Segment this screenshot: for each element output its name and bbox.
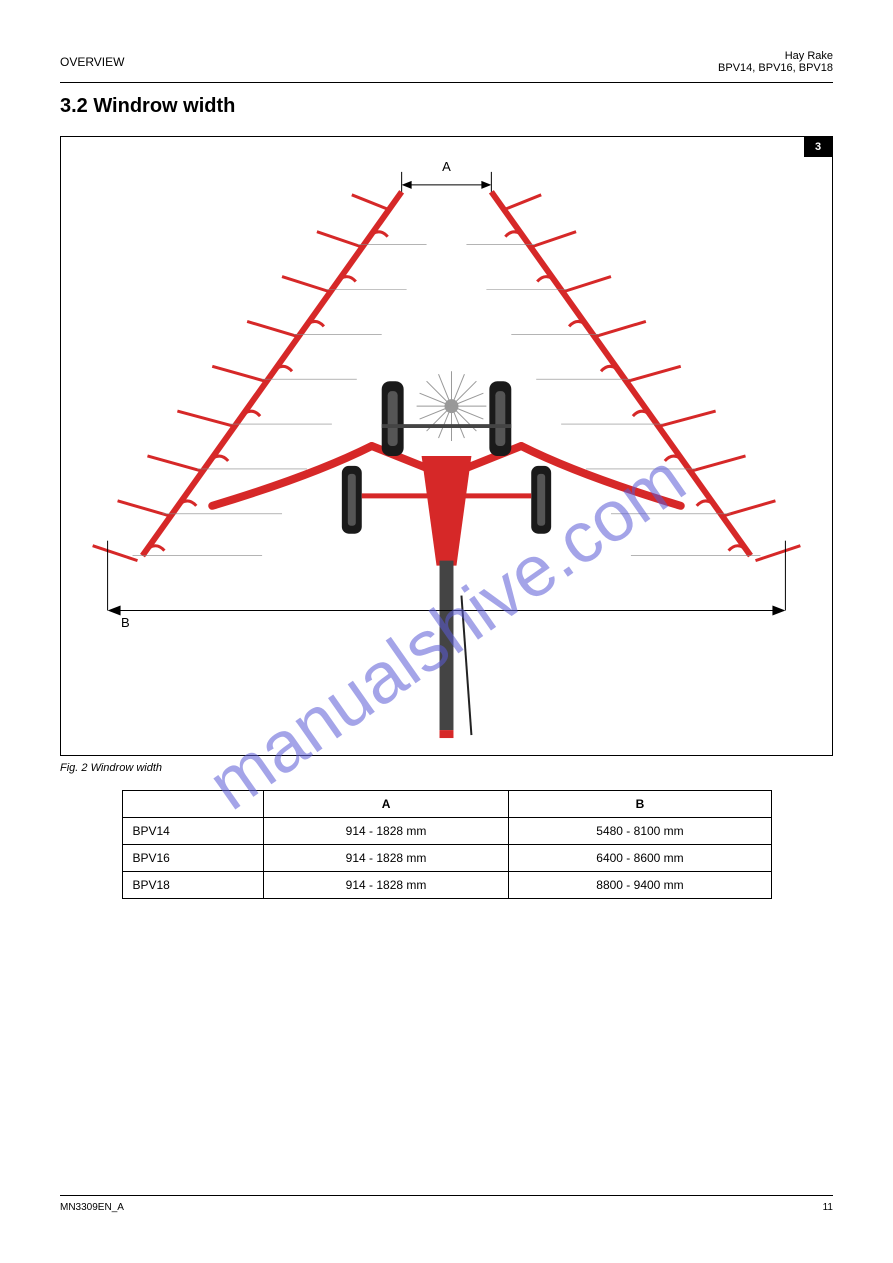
table-row: BPV14 914 - 1828 mm 5480 - 8100 mm	[122, 818, 771, 845]
table-header	[122, 791, 263, 818]
header-right: Hay Rake BPV14, BPV16, BPV18	[718, 50, 833, 74]
figure-container: 3 A B	[60, 136, 833, 756]
header-left: OVERVIEW	[60, 55, 124, 69]
dimension-label-b: B	[121, 615, 130, 630]
dimension-label-a: A	[442, 159, 451, 174]
page-header: OVERVIEW Hay Rake BPV14, BPV16, BPV18	[60, 50, 833, 83]
section-title: 3.2 Windrow width	[60, 95, 833, 118]
page-footer: MN3309EN_A 11	[60, 1195, 833, 1213]
figure-caption: Fig. 2 Windrow width	[60, 762, 833, 774]
table-header: A	[263, 791, 509, 818]
table-row: BPV18 914 - 1828 mm 8800 - 9400 mm	[122, 872, 771, 899]
windrow-table: A B BPV14 914 - 1828 mm 5480 - 8100 mm B…	[122, 790, 772, 899]
table-header-row: A B	[122, 791, 771, 818]
table-row: BPV16 914 - 1828 mm 6400 - 8600 mm	[122, 845, 771, 872]
page-marker: 3	[804, 137, 832, 157]
header-model: BPV14, BPV16, BPV18	[718, 62, 833, 74]
footer-doc-id: MN3309EN_A	[60, 1202, 124, 1213]
rake-diagram	[61, 137, 832, 755]
footer-page-number: 11	[823, 1202, 833, 1213]
table-header: B	[509, 791, 771, 818]
header-product: Hay Rake	[718, 50, 833, 62]
